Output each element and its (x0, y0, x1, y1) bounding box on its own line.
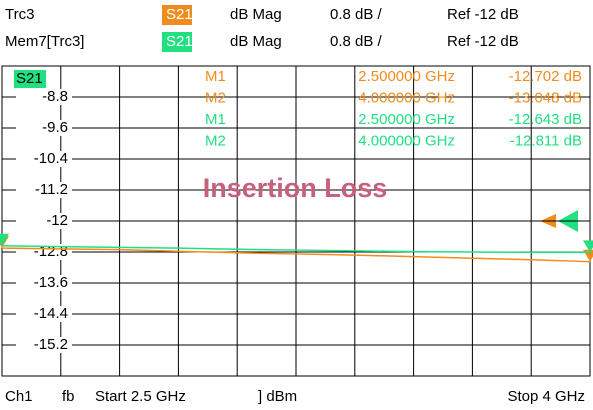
trace (1, 245, 590, 254)
trace-param: S21 (166, 6, 193, 23)
trace-param: S21 (166, 33, 193, 50)
marker-name: M2 (205, 132, 226, 149)
trace-label-bg (14, 70, 46, 88)
label-bg (16, 337, 72, 353)
trace-badge (162, 5, 192, 25)
label-bg (16, 89, 72, 105)
y-tick-label: -12 (46, 212, 68, 229)
trace (1, 247, 591, 263)
marker-symbol (0, 233, 9, 246)
marker-freq: 4.000000 GHz (358, 89, 455, 106)
y-tick-label: -14.4 (34, 305, 68, 322)
y-tick-label: -11.2 (35, 181, 68, 198)
power: ] dBm (258, 388, 297, 405)
marker-value: -12.702 dB (509, 68, 582, 85)
label-bg (16, 275, 72, 291)
y-tick-label: -8.8 (42, 88, 68, 105)
marker-freq: 2.500000 GHz (358, 68, 455, 85)
trace-name: Mem7[Trc3] (5, 33, 84, 50)
scale: 0.8 dB / (330, 33, 383, 50)
trace-name: Trc3 (5, 6, 34, 23)
y-tick-label: -13.6 (34, 274, 68, 291)
y-tick-label: -10.4 (34, 150, 68, 167)
y-tick-label: -15.2 (34, 336, 68, 353)
marker-symbol (583, 240, 593, 253)
marker-value: -12.811 dB (510, 132, 582, 149)
marker-value: -13.048 dB (509, 89, 582, 106)
marker-freq: 2.500000 GHz (358, 111, 455, 128)
format: dB Mag (230, 6, 282, 23)
start: Start 2.5 GHz (95, 388, 186, 405)
chart-title: Insertion Loss (203, 173, 388, 203)
label-bg (16, 182, 72, 198)
marker-name: M1 (205, 68, 226, 85)
scale: 0.8 dB / (330, 6, 383, 23)
label-bg (16, 120, 72, 136)
marker-name: M1 (205, 111, 226, 128)
label-bg (16, 306, 72, 322)
y-tick-label: -12.8 (34, 243, 68, 260)
trace-label: S21 (16, 70, 43, 87)
label-bg (16, 213, 72, 229)
label-bg (16, 151, 72, 167)
sweep: fb (62, 388, 75, 405)
y-tick-label: -9.6 (42, 119, 68, 136)
channel: Ch1 (5, 388, 33, 405)
marker-value: -12.643 dB (509, 111, 582, 128)
ref: Ref -12 dB (447, 33, 519, 50)
marker-freq: 4.000000 GHz (358, 132, 455, 149)
trace-badge (162, 32, 192, 52)
marker-name: M2 (205, 89, 226, 106)
stop: Stop 4 GHz (507, 388, 585, 405)
ref: Ref -12 dB (447, 6, 519, 23)
format: dB Mag (230, 33, 282, 50)
marker-symbol (583, 249, 593, 262)
